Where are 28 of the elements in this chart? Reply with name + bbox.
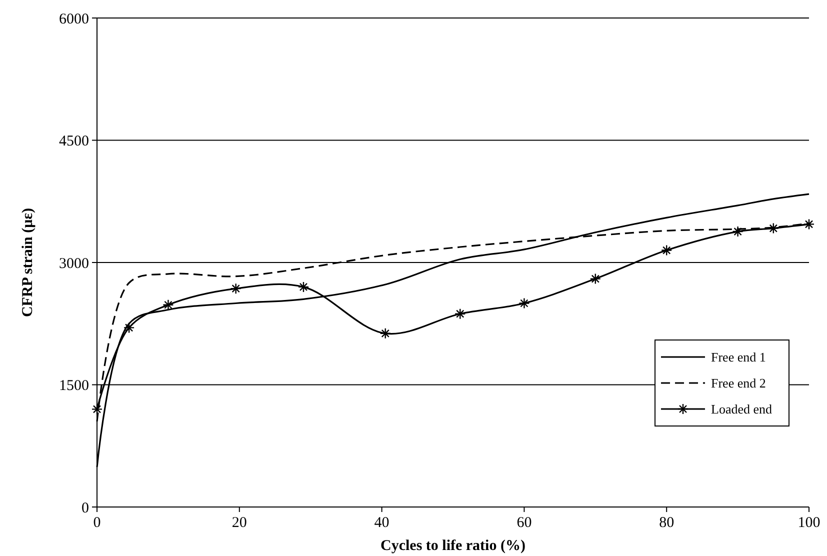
y-tick-label: 0	[82, 500, 89, 516]
point	[661, 244, 672, 256]
y-axis-title: CFRP strain (με)	[20, 208, 36, 318]
x-tick-label: 100	[798, 515, 820, 531]
x-tick-label: 60	[516, 515, 532, 531]
x-tick-label: 40	[374, 515, 390, 531]
point	[91, 404, 103, 415]
y-tick-label: 6000	[59, 11, 89, 28]
x-tick-label: 80	[659, 515, 674, 531]
point	[123, 322, 135, 334]
point	[518, 298, 530, 309]
point	[454, 308, 466, 320]
y-tick-label: 4500	[59, 134, 89, 150]
point	[380, 328, 391, 340]
y-tick-label: 1500	[59, 378, 89, 394]
x-axis-title: Cycles to life ratio (%)	[380, 538, 526, 554]
point	[803, 218, 815, 230]
x-tick-label: 20	[232, 515, 247, 531]
y-tick-label: 3000	[59, 256, 89, 272]
legend-label: Loaded end	[711, 402, 772, 417]
legend-label: Free end 1	[711, 350, 766, 365]
point	[590, 273, 601, 284]
point	[230, 282, 242, 294]
point	[298, 281, 310, 293]
point	[162, 299, 174, 310]
point	[732, 226, 744, 238]
legend-label: Free end 2	[711, 376, 766, 391]
x-tick-label: 0	[93, 515, 101, 531]
